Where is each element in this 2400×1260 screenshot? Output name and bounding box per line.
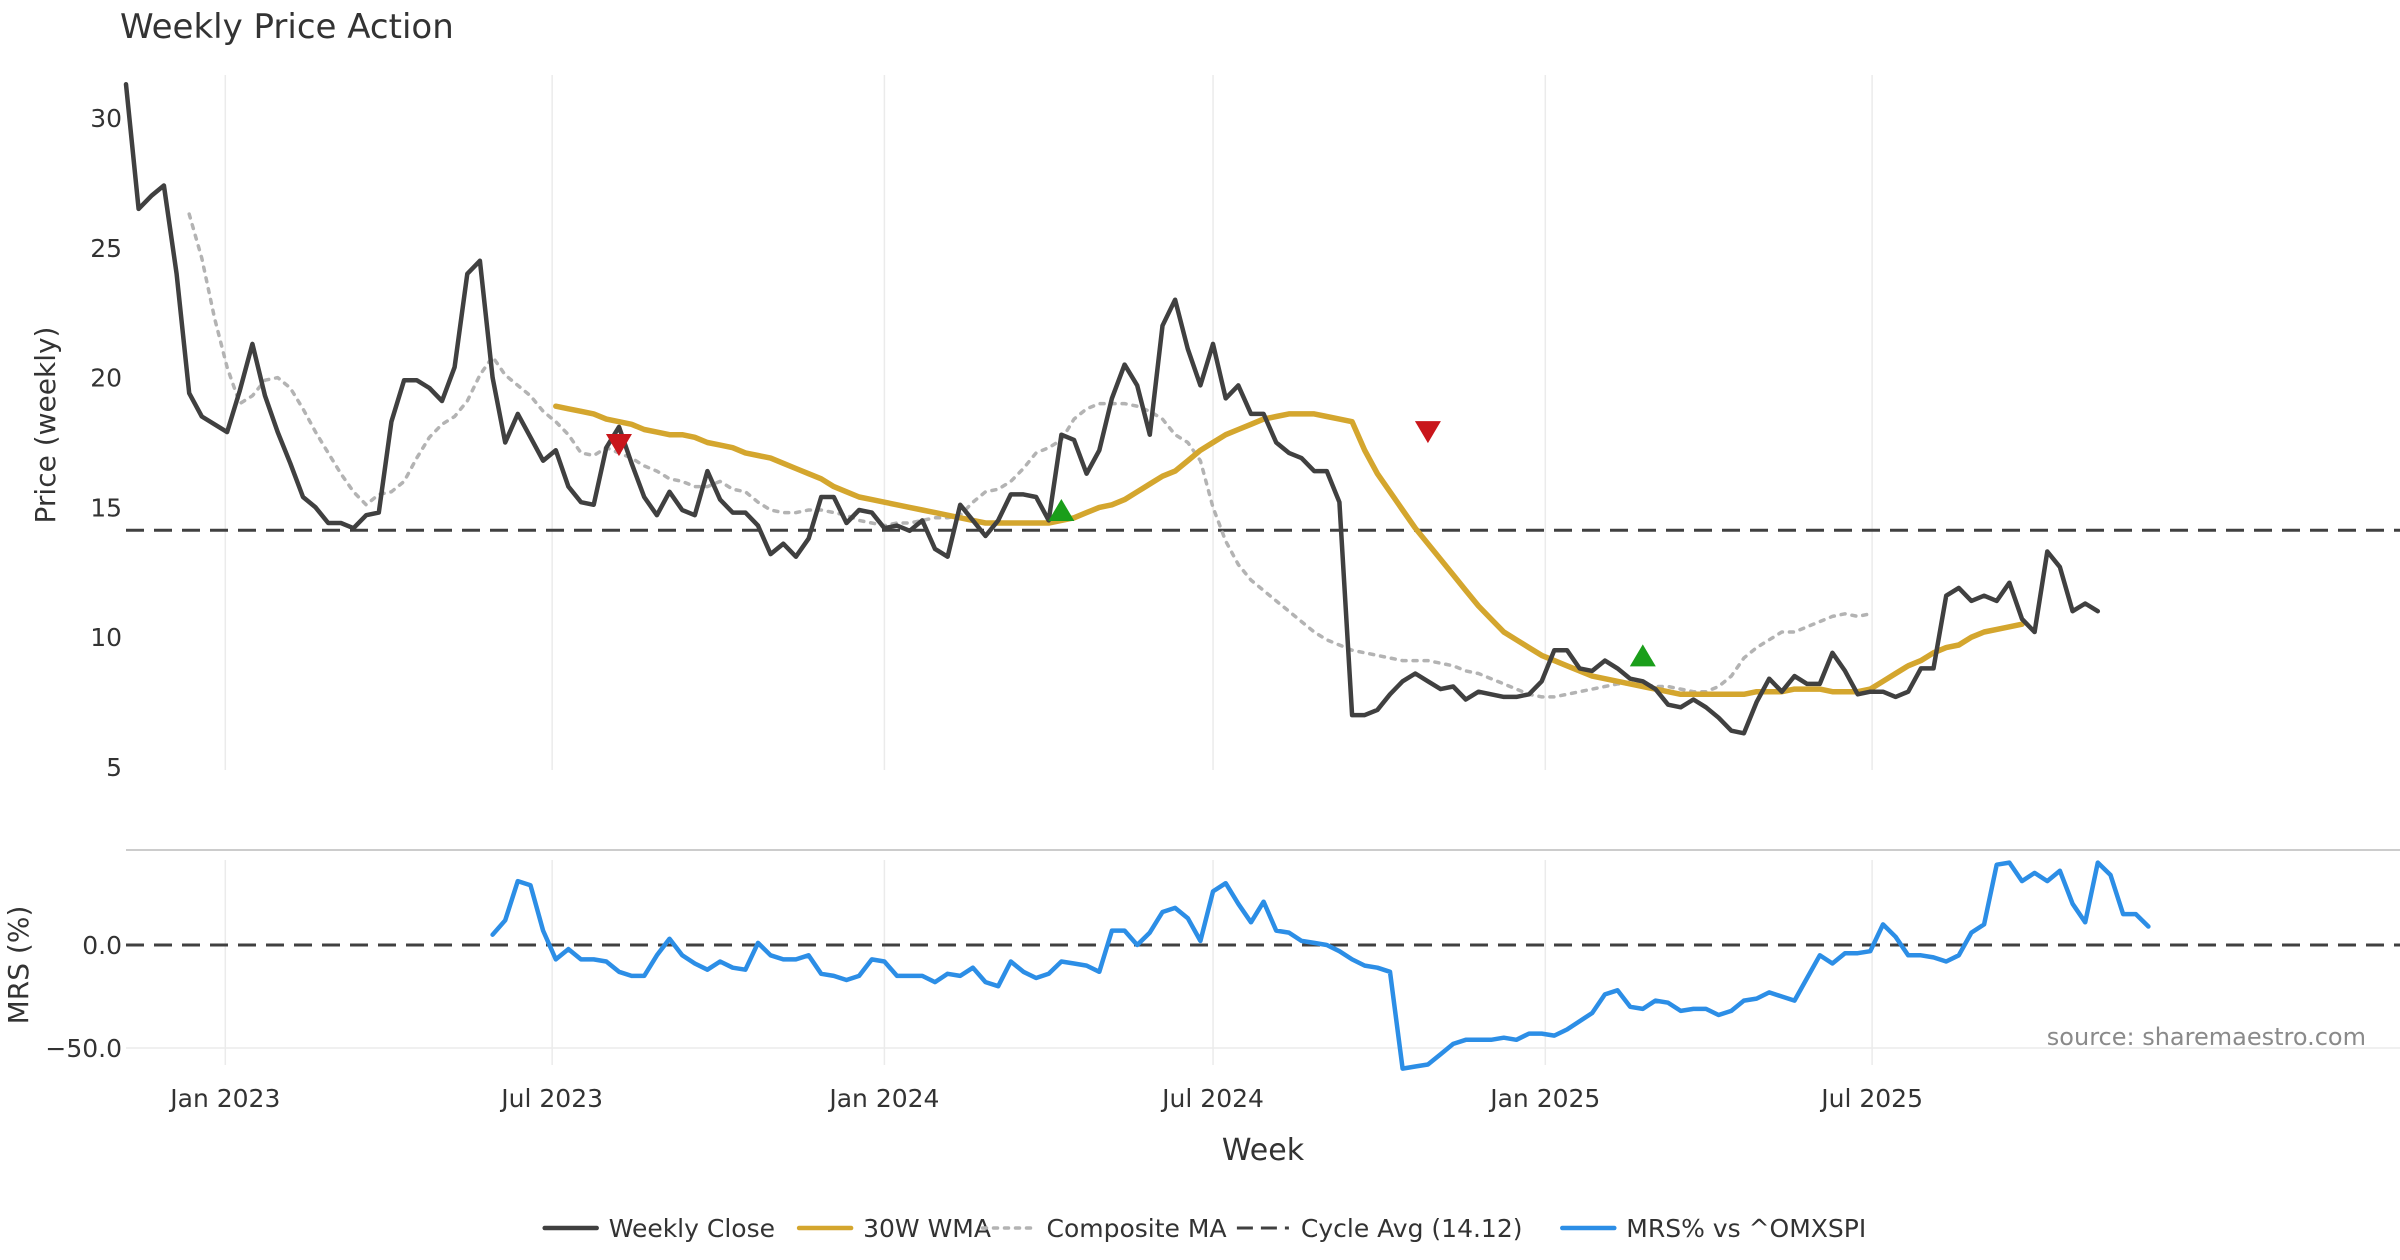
mrs-series <box>126 860 2400 1071</box>
x-tick-label: Jan 2023 <box>168 1084 280 1113</box>
sell-signal-marker <box>605 434 632 457</box>
price-panel: 5 10 15 20 25 30 Price (weekly) <box>29 75 2400 782</box>
legend-label-mrs-vs-omxspi: MRS% vs ^OMXSPI <box>1626 1214 1866 1243</box>
price-y-ticks: 5 10 15 20 25 30 <box>90 104 122 782</box>
series-30w-wma-line <box>553 403 2025 698</box>
signal-markers <box>605 421 1656 667</box>
legend: Weekly Close 30W WMA Composite MA Cycle Avg… <box>542 1214 1866 1243</box>
series-weekly-close-line <box>123 82 2101 736</box>
mrs-gridlines <box>126 860 2400 1065</box>
price-series <box>123 82 2400 736</box>
legend-label-cycle-avg-14-12: Cycle Avg (14.12) <box>1301 1214 1523 1243</box>
legend-label-30w-wma: 30W WMA <box>863 1214 991 1243</box>
legend-label-weekly-close: Weekly Close <box>609 1214 775 1243</box>
price-y-tick-label: 15 <box>90 493 122 522</box>
buy-signal-marker <box>1048 498 1075 522</box>
series-composite-ma-line <box>187 212 1873 699</box>
mrs-y-axis-label: MRS (%) <box>2 906 35 1025</box>
price-y-tick-label: 20 <box>90 364 122 393</box>
x-tick-label: Jul 2024 <box>1160 1084 1264 1113</box>
mrs-y-tick-label: −50.0 <box>45 1034 122 1063</box>
x-axis-label: Week <box>1222 1133 1305 1168</box>
x-tick-label: Jan 2025 <box>1488 1084 1600 1113</box>
price-y-tick-label: 5 <box>106 753 122 782</box>
mrs-y-tick-label: 0.0 <box>82 931 122 960</box>
price-y-tick-label: 30 <box>90 104 122 133</box>
sell-signal-marker <box>1414 421 1441 444</box>
x-axis-ticks: Jan 2023 Jul 2023 Jan 2024 Jul 2024 Jan 2025… <box>168 1084 1923 1113</box>
chart-title: Weekly Price Action <box>120 7 454 47</box>
price-y-tick-label: 10 <box>90 623 122 652</box>
source-annotation: source: sharemaestro.com <box>2047 1023 2366 1051</box>
legend-label-composite-ma: Composite MA <box>1047 1214 1227 1243</box>
mrs-y-ticks: 0.0 −50.0 <box>45 931 122 1063</box>
series-mrs-vs-omxspi-line <box>490 860 2151 1071</box>
x-tick-label: Jan 2024 <box>827 1084 939 1113</box>
x-tick-label: Jul 2023 <box>499 1084 603 1113</box>
x-tick-label: Jul 2025 <box>1819 1084 1923 1113</box>
price-gridlines <box>224 75 1873 770</box>
mrs-panel: 0.0 −50.0 MRS (%) source: sharemaestro.co… <box>2 860 2400 1071</box>
price-y-axis-label: Price (weekly) <box>29 327 62 524</box>
price-y-tick-label: 25 <box>90 234 122 263</box>
buy-signal-marker <box>1629 644 1656 667</box>
